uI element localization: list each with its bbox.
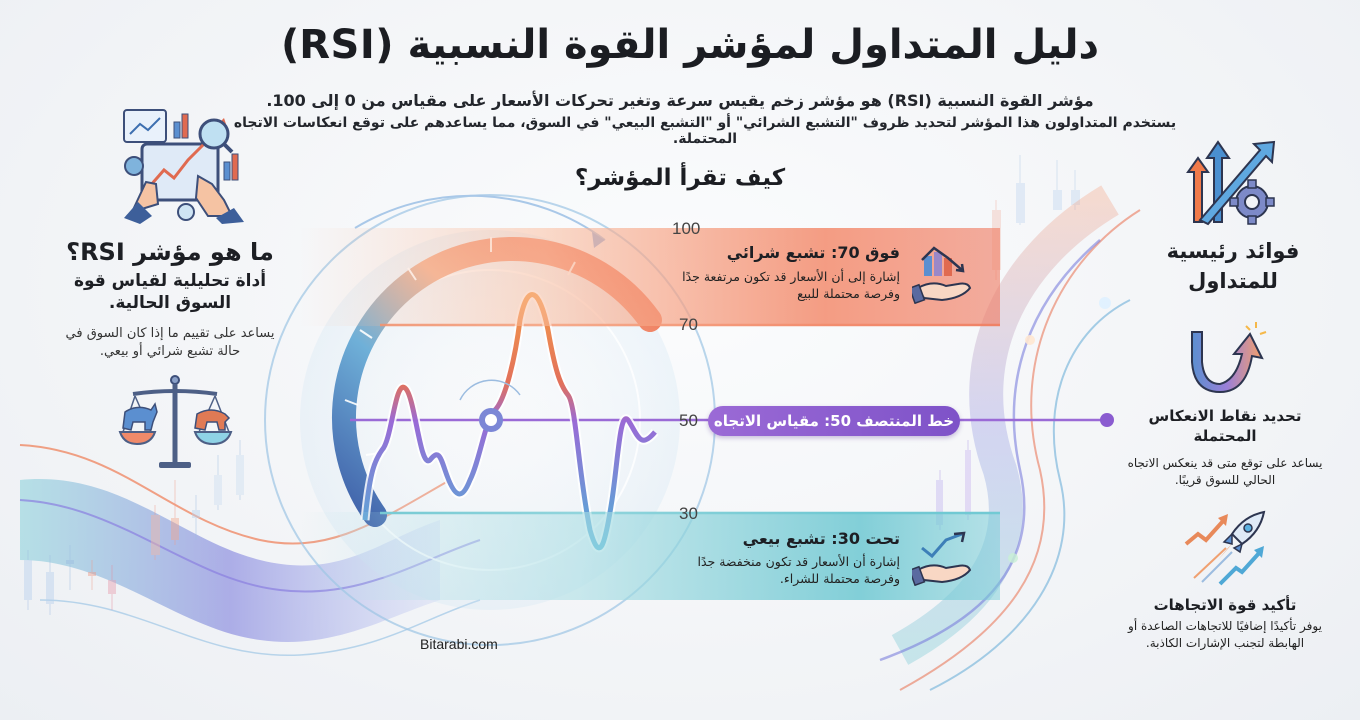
subtitle-line-1: مؤشر القوة النسبية (RSI) هو مؤشر زخم يقي… — [266, 91, 1094, 110]
what-is-rsi-description: يساعد على تقييم ما إذا كان السوق في حالة… — [65, 326, 275, 359]
rocket-trend-icon — [1180, 508, 1275, 588]
overbought-description: إشارة إلى أن الأسعار قد تكون مرتفعة جدًا… — [682, 269, 900, 301]
benefit-1-title: تحديد نقاط الانعكاس المحتملة — [1148, 407, 1302, 445]
benefit-2-title: تأكيد قوة الاتجاهات — [1153, 596, 1297, 614]
benefits-heading: فوائد رئيسية للمتداول — [1166, 239, 1300, 293]
level-label-100: 100 — [672, 219, 701, 238]
benefit-2-description: يوفر تأكيدًا إضافيًا للاتجاهات الصاعدة أ… — [1128, 619, 1322, 650]
bull-bear-scale-icon — [115, 372, 235, 472]
overbought-title: فوق 70: تشبع شرائي — [726, 243, 900, 262]
what-is-rsi-subheading: أداة تحليلية لقياس قوة السوق الحالية. — [73, 271, 267, 313]
level-label-70: 70 — [679, 315, 698, 334]
what-is-rsi-heading: ما هو مؤشر RSI؟ — [66, 238, 274, 266]
midline-label: خط المنتصف 50: مقياس الاتجاه — [708, 406, 960, 436]
reversal-arrow-icon — [1180, 318, 1270, 398]
how-to-read-heading: كيف تقرأ المؤشر؟ — [574, 165, 786, 191]
arrows-gear-icon — [1178, 136, 1278, 228]
benefit-1-description: يساعد على توقع متى قد ينعكس الاتجاه الحا… — [1127, 456, 1323, 487]
level-label-30: 30 — [679, 504, 698, 523]
oversold-title: تحت 30: تشبع بيعي — [742, 529, 900, 548]
oversold-zone — [300, 512, 1000, 600]
subtitle-line-2: يستخدم المتداولون هذا المؤشر لتحديد ظروف… — [233, 115, 1177, 147]
level-label-50: 50 — [679, 411, 698, 430]
tablet-analytics-icon — [112, 104, 252, 224]
hand-falling-chart-icon — [908, 244, 974, 305]
oversold-description: إشارة أن الأسعار قد تكون منخفضة جدًا وفر… — [697, 554, 900, 586]
hand-rising-check-icon — [908, 530, 974, 587]
overbought-zone — [300, 228, 1000, 326]
watermark: Bitarabi.com — [420, 636, 498, 652]
page-title: دليل المتداول لمؤشر القوة النسبية (RSI) — [280, 22, 1100, 68]
